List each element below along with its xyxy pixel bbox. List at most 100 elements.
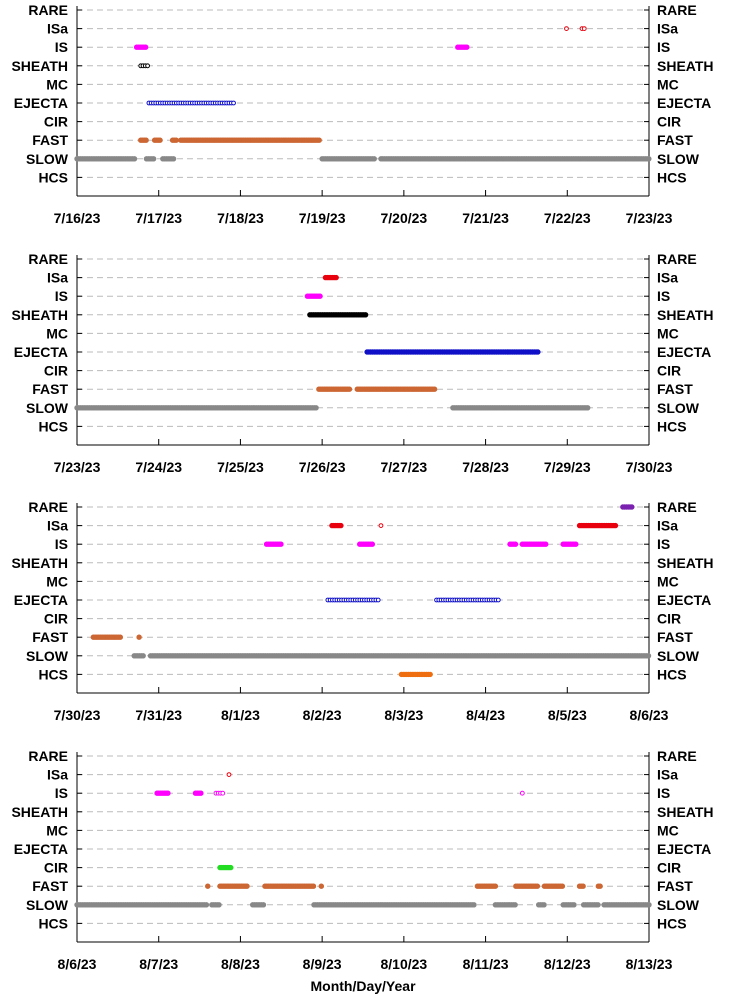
series-slow-segment (601, 902, 652, 908)
category-label-right: SLOW (657, 897, 700, 913)
category-label-left: ISa (47, 767, 68, 783)
category-label-right: SHEATH (657, 307, 714, 323)
data-point-fast (492, 883, 499, 889)
series-fast-segment (262, 883, 317, 889)
data-point-slow (512, 902, 518, 908)
category-label-right: FAST (657, 132, 693, 148)
category-label-right: MC (657, 822, 679, 838)
data-point-is (464, 44, 470, 50)
xtick-label: 7/21/23 (462, 210, 509, 226)
xtick-label: 8/8/23 (221, 956, 260, 972)
series-slow-segment (147, 653, 652, 659)
data-point-fast (205, 883, 211, 889)
data-point-fast (580, 883, 586, 889)
data-point-fast (318, 883, 325, 889)
xtick-label: 7/18/23 (217, 210, 264, 226)
xtick-label: 7/16/23 (54, 210, 101, 226)
category-label-left: RARE (28, 499, 68, 515)
series-fast-segment (318, 883, 325, 889)
data-point-is (165, 790, 171, 796)
category-label-left: ISa (47, 518, 68, 534)
xtick-label: 8/5/23 (548, 707, 587, 723)
category-label-left: ISa (47, 270, 68, 286)
category-label-left: RARE (28, 251, 68, 267)
data-point-slow (203, 902, 210, 908)
series-slow-segment (160, 156, 177, 162)
category-label-left: SLOW (26, 400, 69, 416)
series-fast-segment (169, 137, 179, 143)
data-point-fast (136, 634, 142, 640)
xtick-label: 8/4/23 (466, 707, 505, 723)
data-point-is (369, 541, 376, 547)
category-label-right: ISa (657, 767, 678, 783)
data-point-isa (612, 522, 619, 529)
data-point-fast (173, 137, 179, 143)
series-is-segment (560, 541, 579, 547)
series-is-segment (455, 44, 470, 50)
category-label-left: IS (55, 288, 68, 304)
data-point-isa (338, 522, 344, 529)
category-label-left: RARE (28, 2, 68, 18)
series-fast-segment (205, 883, 211, 889)
series-slow-segment (560, 902, 577, 908)
data-point-slow (595, 902, 601, 908)
xtick-label: 7/23/23 (626, 210, 673, 226)
data-point-slow (371, 156, 377, 162)
category-label-right: RARE (657, 499, 697, 515)
category-label-right: RARE (657, 2, 697, 18)
series-is-segment (519, 790, 525, 796)
category-label-right: SLOW (657, 400, 700, 416)
series-slow-segment (74, 902, 210, 908)
series-slow-segment (74, 156, 138, 162)
series-isa-segment (378, 523, 384, 528)
data-point-isa (581, 26, 587, 32)
xtick-label: 7/28/23 (462, 459, 509, 475)
series-fast-segment (354, 386, 438, 392)
category-label-right: SLOW (657, 151, 700, 167)
data-point-slow (313, 405, 319, 411)
xtick-label: 8/3/23 (384, 707, 423, 723)
series-isa-segment (329, 522, 344, 529)
category-label-right: ISa (657, 21, 678, 37)
category-label-left: EJECTA (14, 344, 68, 360)
category-label-right: SHEATH (657, 555, 714, 571)
series-slow-segment (535, 902, 547, 908)
category-label-right: HCS (657, 915, 687, 931)
series-fast-segment (316, 386, 353, 392)
data-point-ejecta (535, 349, 541, 355)
data-point-slow (150, 156, 157, 162)
series-isa-segment (579, 26, 587, 32)
category-label-left: FAST (32, 132, 68, 148)
category-label-left: CIR (44, 860, 68, 876)
category-label-right: SHEATH (657, 58, 714, 74)
category-label-right: EJECTA (657, 841, 711, 857)
data-point-slow (646, 156, 652, 162)
category-label-right: IS (657, 288, 670, 304)
category-label-right: RARE (657, 251, 697, 267)
series-isa-segment (564, 26, 569, 32)
data-point-is (573, 541, 579, 547)
series-ejecta-segment (364, 349, 541, 355)
data-point-cir (228, 864, 234, 871)
data-point-fast (534, 883, 541, 889)
category-label-left: MC (46, 325, 68, 341)
data-point-ejecta (231, 100, 236, 106)
xtick-label: 8/6/23 (630, 707, 669, 723)
data-point-fast (143, 137, 149, 143)
panel-3: RARE RARE ISa ISa IS IS SHEATH SHEATH MC MC EJECTA… (11, 499, 713, 723)
xtick-label: 7/27/23 (380, 459, 427, 475)
category-label-right: MC (657, 573, 679, 589)
series-slow-segment (319, 156, 377, 162)
data-point-is (198, 790, 204, 796)
series-fast-segment (576, 883, 586, 889)
category-label-left: CIR (44, 114, 68, 130)
data-point-fast (597, 883, 603, 889)
category-label-left: FAST (32, 381, 68, 397)
xtick-label: 8/1/23 (221, 707, 260, 723)
data-point-rare (629, 504, 635, 510)
series-slow-segment (249, 902, 267, 908)
category-label-right: CIR (657, 860, 681, 876)
xtick-label: 7/29/23 (544, 459, 591, 475)
category-label-left: HCS (38, 666, 68, 682)
